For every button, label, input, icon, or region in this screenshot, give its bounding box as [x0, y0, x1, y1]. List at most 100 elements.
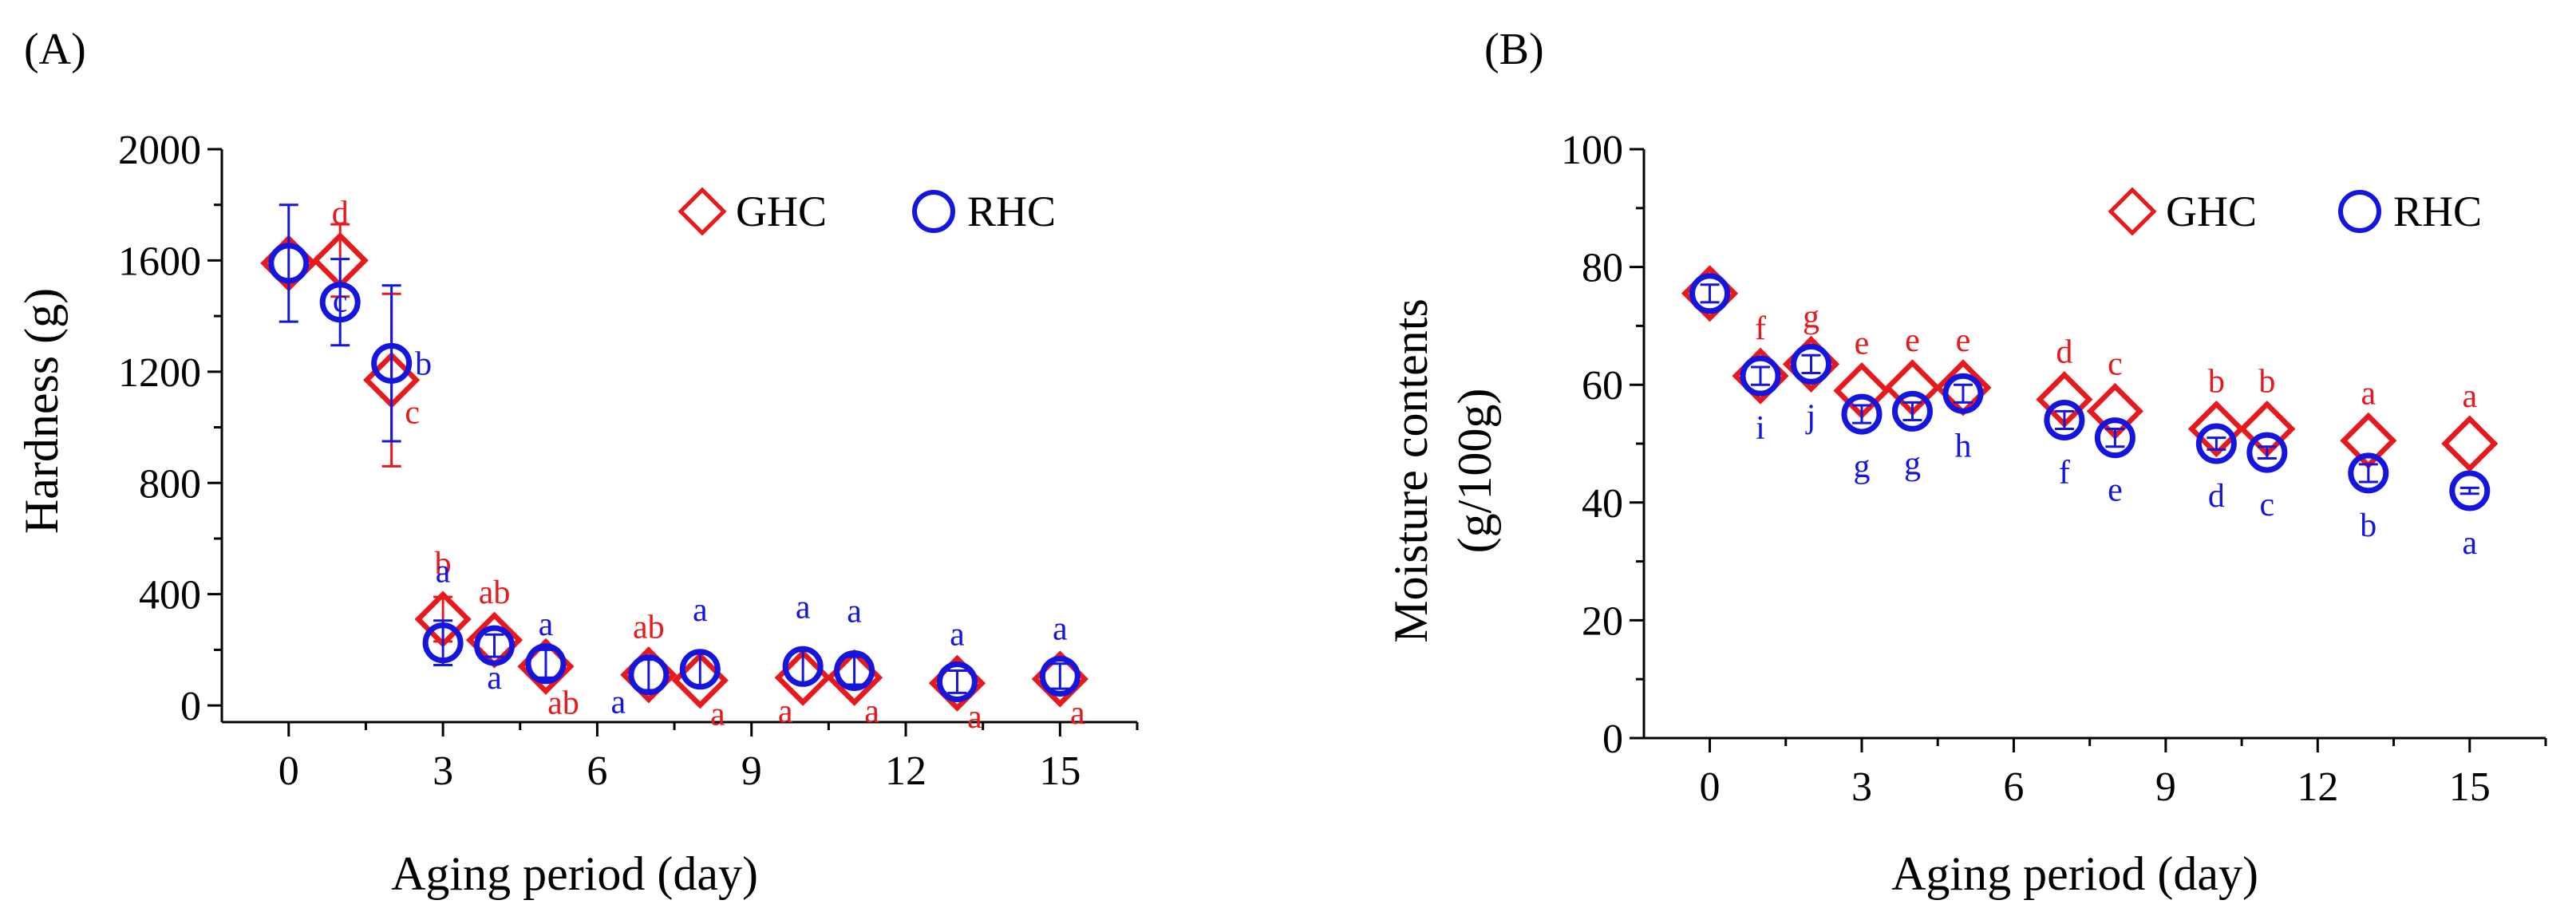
moisture-rhc-point — [1689, 273, 1731, 314]
moisture-rhc-point — [2195, 423, 2237, 464]
legend-diamond-icon — [678, 187, 727, 236]
hardness-rhc-error-bar — [330, 258, 350, 347]
moisture-rhc-error-bar — [1801, 353, 1821, 374]
hardness-rhc-point — [525, 643, 567, 685]
hardness-ghc-significance-label: ab — [547, 685, 579, 721]
hardness-rhc-error-bar — [381, 284, 401, 443]
moisture-ghc-significance-label: b — [2208, 364, 2225, 401]
hardness-legend-ghc: GHC — [678, 187, 827, 236]
moisture-rhc-significance-label: g — [1853, 448, 1870, 485]
hardness-ghc-significance-label: ab — [479, 575, 511, 611]
moisture-rhc-point — [2348, 452, 2389, 494]
hardness-rhc-point — [268, 243, 310, 284]
moisture-rhc-error-bar — [2459, 486, 2479, 496]
hardness-rhc-significance-label: c — [333, 283, 348, 320]
moisture-ghc-significance-label: b — [2258, 364, 2275, 401]
moisture-rhc-point — [2094, 417, 2135, 459]
hardness-xtick-label: 3 — [433, 748, 453, 794]
hardness-rhc-point — [474, 625, 516, 666]
hardness-ytick-label: 400 — [139, 573, 201, 618]
hardness-rhc-point — [422, 622, 464, 664]
hardness-xtick-label: 12 — [885, 748, 926, 794]
moisture-rhc-error-bar — [2054, 409, 2074, 431]
moisture-xtick-label: 15 — [2449, 764, 2491, 810]
moisture-ghc-significance-label: d — [2056, 334, 2072, 371]
hardness-rhc-significance-label: a — [693, 592, 708, 629]
moisture-xtick-label: 6 — [2003, 764, 2024, 810]
hardness-rhc-significance-label: a — [847, 594, 862, 630]
hardness-rhc-error-bar — [484, 633, 504, 658]
hardness-rhc-point — [628, 654, 670, 696]
hardness-ghc-significance-label: a — [864, 693, 879, 730]
legend-circle-icon — [2338, 190, 2381, 233]
legend-label: RHC — [967, 188, 1056, 235]
hardness-rhc-point — [782, 646, 824, 687]
panel-label-a: (A) — [24, 25, 86, 74]
moisture-ytick-label: 0 — [1602, 717, 1623, 762]
hardness-rhc-error-bar — [1050, 662, 1070, 690]
moisture-rhc-significance-label: b — [2360, 507, 2376, 544]
legend-diamond-icon — [2108, 187, 2157, 236]
moisture-ghc-point — [2187, 400, 2245, 458]
hardness-ytick-label: 1600 — [118, 239, 201, 284]
moisture-ghc-significance-label: a — [2462, 378, 2477, 415]
hardness-ghc-significance-label: a — [1070, 695, 1085, 732]
moisture-ytick-label: 100 — [1561, 128, 1623, 173]
hardness-rhc-error-bar — [793, 648, 813, 685]
moisture-rhc-error-bar — [1953, 383, 1973, 404]
hardness-ytick-label: 800 — [139, 461, 201, 507]
hardness-chart-panel: (A) Hardness (g) Aging period (day) 0 400… — [15, 25, 1139, 900]
hardness-rhc-significance-label: a — [487, 660, 502, 697]
moisture-ytick-label: 40 — [1582, 481, 1623, 527]
hardness-rhc-significance-label: a — [611, 685, 626, 721]
moisture-ghc-significance-label: c — [2108, 345, 2123, 382]
moisture-rhc-error-bar — [1700, 283, 1720, 304]
legend-circle-icon — [912, 190, 955, 233]
moisture-rhc-point — [2449, 470, 2491, 511]
hardness-xtick-label: 0 — [279, 748, 299, 794]
hardness-ytick-label: 2000 — [118, 128, 201, 173]
hardness-rhc-error-bar — [638, 658, 658, 692]
moisture-rhc-error-bar — [1902, 401, 1922, 421]
hardness-rhc-significance-label: b — [415, 345, 432, 382]
hardness-rhc-error-bar — [947, 669, 967, 694]
moisture-rhc-point — [2044, 399, 2085, 440]
hardness-ghc-significance-label: ab — [633, 610, 665, 646]
moisture-ytick-label: 80 — [1582, 246, 1623, 291]
moisture-ghc-significance-label: g — [1803, 298, 1819, 335]
moisture-ytick-label: 20 — [1582, 598, 1623, 644]
moisture-chart-ylabel-line2: (g/100g) — [1448, 389, 1501, 554]
hardness-chart-ylabel: Hardness (g) — [15, 288, 68, 534]
moisture-rhc-significance-label: i — [1756, 410, 1765, 447]
moisture-rhc-point — [1841, 393, 1883, 435]
moisture-rhc-point — [1790, 343, 1831, 385]
moisture-legend-rhc: RHC — [2338, 188, 2482, 235]
moisture-rhc-error-bar — [2257, 445, 2277, 460]
moisture-rhc-significance-label: j — [1805, 398, 1816, 435]
moisture-chart-xlabel: Aging period (day) — [1891, 847, 2258, 900]
moisture-rhc-error-bar — [2207, 436, 2226, 451]
moisture-rhc-point — [1942, 373, 1984, 414]
moisture-xtick-label: 3 — [1851, 764, 1872, 810]
moisture-xtick-label: 12 — [2297, 764, 2338, 810]
moisture-rhc-significance-label: e — [2108, 472, 2123, 509]
hardness-rhc-significance-label: a — [1053, 610, 1068, 647]
moisture-rhc-point — [1891, 390, 1933, 432]
moisture-rhc-significance-label: f — [2059, 454, 2070, 491]
moisture-xtick-label: 0 — [1700, 764, 1721, 810]
hardness-rhc-significance-label: a — [796, 589, 811, 626]
moisture-ghc-significance-label: a — [2361, 375, 2376, 412]
hardness-ghc-significance-label: d — [332, 195, 349, 231]
moisture-ytick-label: 60 — [1582, 363, 1623, 409]
hardness-rhc-point — [679, 649, 721, 690]
moisture-rhc-significance-label: c — [2260, 487, 2275, 523]
moisture-chart-ylabel-line1: Moisture contents — [1385, 298, 1437, 643]
hardness-ghc-significance-label: a — [778, 693, 793, 730]
hardness-ytick-label: 0 — [180, 684, 201, 729]
moisture-rhc-significance-label: d — [2208, 478, 2225, 515]
hardness-ghc-significance-label: c — [405, 394, 420, 431]
hardness-ghc-significance-label: b — [435, 546, 452, 582]
hardness-xtick-label: 6 — [587, 748, 607, 794]
hardness-xtick-label: 15 — [1039, 748, 1081, 794]
hardness-xtick-label: 9 — [741, 748, 762, 794]
